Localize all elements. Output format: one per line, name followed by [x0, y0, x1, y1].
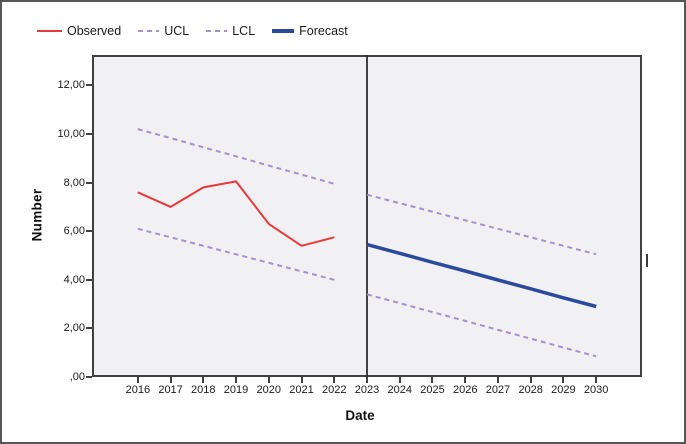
x-tick-mark: [300, 377, 303, 383]
x-tick-mark: [235, 377, 238, 383]
plot-svg: [137, 55, 597, 377]
y-tick-mark: [86, 230, 92, 233]
series-line-ucl-observed: [137, 128, 335, 185]
x-tick-label: 2023: [354, 384, 380, 396]
legend-swatch-observed: [37, 30, 62, 32]
x-tick-label: 2019: [223, 384, 249, 396]
legend-swatch-lcl: [206, 30, 228, 32]
legend-item-forecast: Forecast: [272, 24, 348, 38]
legend-swatch-forecast: [272, 29, 295, 33]
x-tick-label: 2021: [289, 384, 314, 396]
right-margin-mark: [646, 254, 648, 267]
x-tick-label: 2029: [551, 384, 576, 396]
x-tick-mark: [529, 377, 532, 383]
x-tick-label: 2017: [158, 384, 183, 396]
x-tick-mark: [431, 377, 434, 383]
x-tick-label: 2030: [583, 384, 609, 396]
legend-item-lcl: LCL: [206, 24, 255, 38]
y-tick-label: 4,00: [63, 273, 85, 286]
x-tick-label: 2025: [420, 384, 445, 396]
x-axis-title: Date: [345, 408, 375, 423]
y-tick-label: 12,00: [57, 79, 85, 92]
x-tick-mark: [136, 377, 139, 383]
y-tick-label: 6,00: [63, 225, 85, 238]
x-tick-label: 2026: [452, 384, 478, 396]
x-tick-mark: [169, 377, 172, 383]
legend-label: Observed: [67, 24, 122, 38]
x-tick-mark: [496, 377, 499, 383]
x-tick-label: 2022: [322, 384, 347, 396]
x-tick-label: 2016: [125, 384, 151, 396]
series-line-ucl-forecast: [366, 193, 597, 256]
y-tick-mark: [86, 327, 92, 330]
x-tick-mark: [202, 377, 205, 383]
y-tick-mark: [86, 278, 92, 281]
plot-panel: [92, 55, 642, 377]
x-tick-label: 2027: [485, 384, 511, 396]
x-tick-mark: [595, 377, 598, 383]
x-tick-label: 2028: [518, 384, 543, 396]
legend: Observed UCL LCL Forecast: [37, 24, 348, 38]
legend-item-observed: Observed: [37, 24, 121, 38]
y-tick-label: ,00: [69, 371, 85, 383]
series-line-lcl-observed: [137, 227, 335, 281]
series-line-lcl-forecast: [366, 293, 597, 358]
y-tick-mark: [86, 181, 92, 184]
series-line-observed: [137, 180, 335, 247]
legend-label: LCL: [232, 24, 256, 38]
x-tick-mark: [366, 377, 368, 383]
x-tick-mark: [464, 377, 467, 383]
y-tick-label: 8,00: [63, 176, 85, 189]
x-tick-mark: [562, 377, 565, 383]
legend-item-ucl: UCL: [138, 24, 189, 38]
y-tick-label: 10,00: [57, 127, 85, 140]
x-tick-mark: [398, 377, 401, 383]
x-tick-mark: [333, 377, 336, 383]
x-tick-label: 2024: [387, 384, 412, 396]
x-tick-mark: [267, 377, 270, 383]
x-tick-label: 2018: [191, 384, 216, 396]
series-line-forecast: [366, 242, 597, 309]
y-tick-mark: [86, 132, 92, 135]
y-tick-mark: [86, 376, 92, 378]
x-tick-label: 2020: [256, 384, 282, 396]
legend-swatch-ucl: [138, 30, 160, 32]
y-tick-mark: [86, 84, 92, 87]
legend-label: UCL: [164, 24, 190, 38]
y-tick-label: 2,00: [63, 322, 85, 335]
legend-label: Forecast: [299, 24, 348, 38]
